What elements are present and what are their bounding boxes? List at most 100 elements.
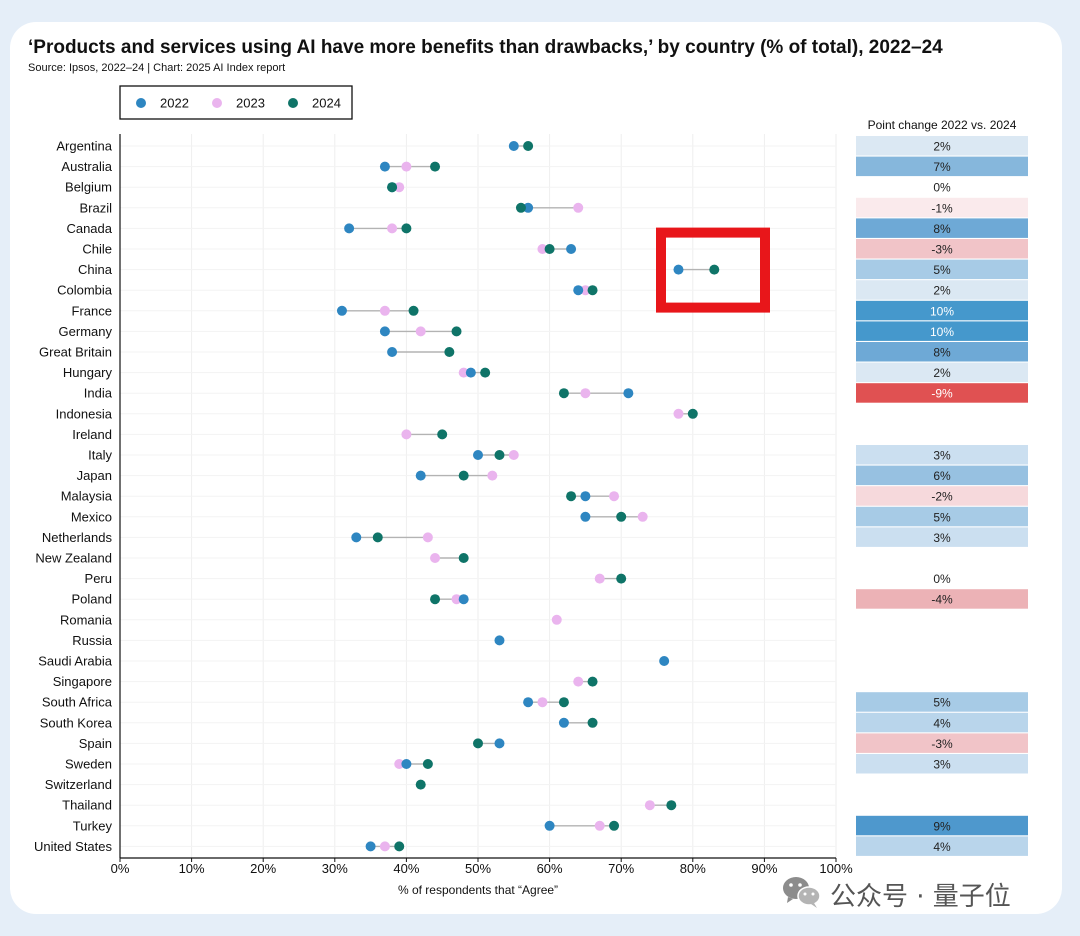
x-tick-label: 20% xyxy=(250,861,276,876)
country-label: France xyxy=(72,303,112,318)
country-label: Japan xyxy=(77,468,112,483)
x-tick-label: 90% xyxy=(751,861,777,876)
point-2023 xyxy=(537,244,548,254)
change-value: -1% xyxy=(931,201,953,215)
point-2024 xyxy=(437,429,448,440)
x-tick-label: 100% xyxy=(819,861,853,876)
change-cell xyxy=(856,712,1028,733)
point-2023 xyxy=(580,285,591,296)
country-label: Indonesia xyxy=(56,406,113,421)
change-value: 3% xyxy=(933,758,951,772)
change-value: -3% xyxy=(931,737,953,751)
point-2024 xyxy=(587,717,598,728)
x-tick-label: 80% xyxy=(680,861,706,876)
point-2023 xyxy=(637,511,648,522)
point-2024 xyxy=(458,470,469,481)
point-2023 xyxy=(644,800,655,811)
change-value: 10% xyxy=(930,325,954,339)
point-2023 xyxy=(379,305,390,316)
point-2024 xyxy=(372,532,383,543)
change-value: 5% xyxy=(933,263,951,277)
point-2022 xyxy=(401,759,412,769)
change-value: -3% xyxy=(931,243,953,257)
point-2023 xyxy=(394,759,405,769)
point-2024 xyxy=(415,779,426,790)
change-value: -9% xyxy=(931,387,953,401)
country-label: Argentina xyxy=(56,139,112,154)
point-2024 xyxy=(401,223,412,234)
legend-box xyxy=(119,85,353,120)
point-2023 xyxy=(451,594,462,605)
change-value: -2% xyxy=(931,490,953,504)
legend-label: 2024 xyxy=(312,96,341,111)
point-2022 xyxy=(458,594,469,605)
point-2024 xyxy=(566,491,577,502)
point-2024 xyxy=(515,202,526,213)
point-2023 xyxy=(537,697,548,708)
point-2024 xyxy=(430,161,441,172)
country-label: Poland xyxy=(72,592,112,607)
point-2022 xyxy=(379,326,390,337)
country-label: South Africa xyxy=(42,695,113,710)
point-2023 xyxy=(387,223,398,234)
point-2022 xyxy=(523,202,534,213)
x-tick-label: 10% xyxy=(179,861,205,876)
chart-title: ‘Products and services using AI have mor… xyxy=(28,37,943,58)
country-label: Mexico xyxy=(71,509,112,524)
x-tick-label: 70% xyxy=(608,861,634,876)
point-2023 xyxy=(487,470,498,481)
point-2022 xyxy=(379,161,390,172)
country-label: India xyxy=(84,386,113,401)
point-2022 xyxy=(580,491,591,502)
point-2024 xyxy=(687,408,698,419)
point-2022 xyxy=(673,264,684,275)
watermark-text: 公众号 · 量子位 xyxy=(830,882,1011,912)
country-label: Romania xyxy=(60,612,113,627)
chart-source: Source: Ipsos, 2022–24 | Chart: 2025 AI … xyxy=(28,62,286,74)
point-2023 xyxy=(573,202,584,213)
change-cell xyxy=(856,733,1028,753)
change-cell xyxy=(856,465,1028,486)
point-2024 xyxy=(430,594,441,605)
country-label: Switzerland xyxy=(45,777,112,792)
point-2023 xyxy=(394,182,405,193)
change-value: 10% xyxy=(930,304,954,318)
change-value: 0% xyxy=(933,572,951,586)
point-2024 xyxy=(387,182,398,193)
country-label: Great Britain xyxy=(39,345,112,360)
country-label: Hungary xyxy=(63,365,113,380)
country-label: Belgium xyxy=(65,180,112,195)
point-2023 xyxy=(422,532,433,543)
change-cell xyxy=(856,506,1028,527)
point-2022 xyxy=(494,738,505,749)
x-tick-label: 40% xyxy=(393,861,419,876)
change-value: 6% xyxy=(933,469,951,483)
country-label: New Zealand xyxy=(35,551,112,566)
point-2022 xyxy=(566,244,577,254)
change-cell xyxy=(856,836,1028,856)
point-2024 xyxy=(494,450,505,460)
country-label: Spain xyxy=(79,736,112,751)
country-label: Peru xyxy=(85,571,112,586)
point-2022 xyxy=(365,841,376,852)
x-tick-label: 30% xyxy=(322,861,348,876)
country-label: Saudi Arabia xyxy=(38,654,112,669)
wechat-icon xyxy=(783,877,821,908)
point-2022 xyxy=(465,367,476,378)
china-highlight-box xyxy=(656,227,770,313)
point-2023 xyxy=(415,326,426,337)
country-label: Russia xyxy=(72,633,113,648)
country-label: Canada xyxy=(66,221,112,236)
x-tick-label: 0% xyxy=(111,861,130,876)
x-tick-label: 60% xyxy=(537,861,563,876)
change-value: 5% xyxy=(933,510,951,524)
point-2024 xyxy=(544,244,555,254)
country-label: Ireland xyxy=(72,427,112,442)
point-2024 xyxy=(408,305,419,316)
point-2022 xyxy=(473,450,483,460)
point-2022 xyxy=(387,347,398,357)
country-label: Turkey xyxy=(73,818,113,833)
change-value: 3% xyxy=(933,531,951,545)
point-2023 xyxy=(401,429,412,440)
